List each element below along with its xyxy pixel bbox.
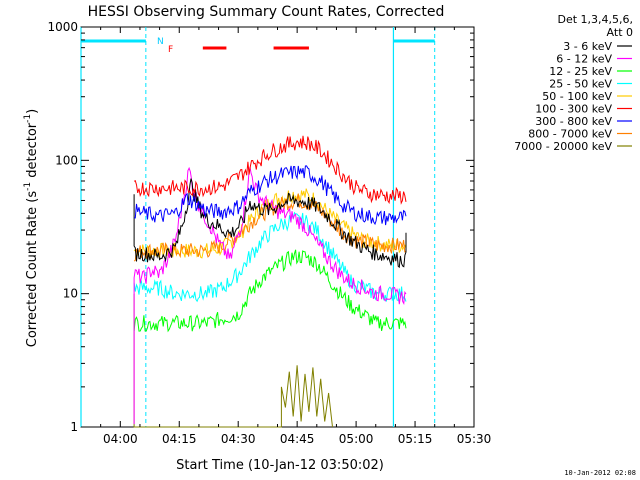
y-tick-label: 10 <box>63 287 78 301</box>
y-axis-label-sup2: -1 <box>23 114 33 123</box>
series-line <box>133 193 407 262</box>
legend-label: 6 - 12 keV <box>556 53 612 66</box>
x-tick-label: 05:15 <box>398 432 433 446</box>
x-tick-label: 04:30 <box>221 432 256 446</box>
night-intervals <box>80 27 436 427</box>
legend-label: 50 - 100 keV <box>542 90 612 103</box>
y-axis-label: Corrected Count Rate (s-1 detector-1) <box>23 109 40 347</box>
x-tick-label: 04:15 <box>162 432 197 446</box>
timestamp: 10-Jan-2012 02:08 <box>564 469 636 477</box>
axes: 04:00 04:15 04:30 04:45 05:00 05:15 05:30 1 10 10… <box>47 20 491 446</box>
y-axis-label-end: ) <box>25 109 40 114</box>
y-axis-label-sup1: -1 <box>23 182 33 191</box>
series-line <box>134 165 407 226</box>
series-line <box>133 211 407 303</box>
x-tick-label: 04:45 <box>280 432 315 446</box>
legend-label: 12 - 25 keV <box>549 65 612 78</box>
marker-f: F <box>168 45 173 55</box>
series-line <box>133 178 407 269</box>
legend-label: 100 - 300 keV <box>535 103 612 116</box>
series-line <box>133 135 407 205</box>
series-line <box>133 249 407 333</box>
legend-label: 300 - 800 keV <box>535 115 612 128</box>
marker-n: N <box>157 37 164 47</box>
y-tick-label: 1000 <box>47 20 78 34</box>
y-axis-label-mid: detector <box>25 122 40 182</box>
x-tick-label: 05:00 <box>339 432 374 446</box>
legend-label: 7000 - 20000 keV <box>514 140 612 153</box>
chart-title: HESSI Observing Summary Count Rates, Cor… <box>88 4 445 20</box>
legend-title-2: Att 0 <box>607 26 633 39</box>
legend-label: 3 - 6 keV <box>563 40 612 53</box>
x-tick-label: 05:30 <box>457 432 492 446</box>
y-tick-label: 100 <box>55 153 78 167</box>
series-lines <box>133 135 407 428</box>
y-axis-label-main: Corrected Count Rate (s <box>25 191 40 348</box>
legend-label: 25 - 50 keV <box>549 78 612 91</box>
series-line <box>133 293 333 428</box>
x-tick-label: 04:00 <box>103 432 138 446</box>
legend-label: 800 - 7000 keV <box>528 128 612 141</box>
legend-title-1: Det 1,3,4,5,6, <box>557 13 633 26</box>
x-axis-label: Start Time (10-Jan-12 03:50:02) <box>176 458 384 473</box>
y-tick-label: 1 <box>70 420 78 434</box>
